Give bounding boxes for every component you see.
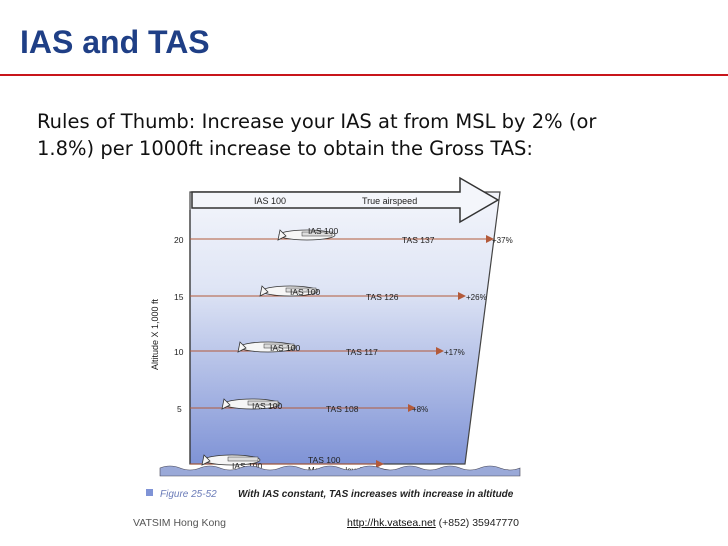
slide-title: IAS and TAS [20, 24, 210, 60]
arrowhead-5 [408, 404, 416, 412]
pct-label-10: +17% [444, 348, 465, 357]
sea-surface [159, 465, 521, 477]
true-airspeed-arrow [191, 176, 500, 224]
altitude-tick-15: 15 [174, 292, 184, 302]
airplane-icon [277, 229, 336, 241]
ias-label-20: IAS 100 [308, 226, 339, 236]
altitude-tick-5: 5 [177, 404, 182, 414]
header-tas-label: True airspeed [362, 196, 417, 206]
footer-phone: (+852) 35947770 [435, 517, 519, 529]
altitude-diagram: IAS 100 True airspeed Altitude X 1,000 f… [146, 176, 521, 500]
ias-label-10: IAS 100 [270, 343, 301, 353]
title-divider [0, 74, 728, 76]
pct-label-20: +37% [492, 236, 513, 245]
ias-tas-figure: IAS 100 True airspeed Altitude X 1,000 f… [140, 170, 560, 510]
altitude-tick-20: 20 [174, 235, 184, 245]
header-ias-label: IAS 100 [254, 196, 286, 206]
footer-contact: http://hk.vatsea.net (+852) 35947770 [347, 517, 519, 529]
footer-website-link[interactable]: http://hk.vatsea.net [347, 517, 436, 529]
caption-text: With IAS constant, TAS increases with in… [238, 489, 514, 500]
ias-label-15: IAS 100 [290, 287, 321, 297]
ias-label-5: IAS 100 [252, 401, 283, 411]
altitude-tick-10: 10 [174, 347, 184, 357]
tas-label-10: TAS 117 [346, 347, 378, 357]
airplane-icon [201, 454, 261, 466]
arrowhead-20 [486, 235, 494, 243]
caption-figure-number: Figure 25-52 [160, 489, 217, 500]
rule-of-thumb-text: Rules of Thumb: Increase your IAS at fro… [37, 110, 597, 160]
tas-label-5: TAS 108 [326, 404, 359, 414]
airplane-icon [259, 285, 319, 297]
caption-marker [146, 489, 153, 496]
tas-label-15: TAS 126 [366, 292, 399, 302]
tas-label-msl: TAS 100 [308, 455, 341, 465]
airplane-icon [237, 341, 297, 353]
tas-label-20: TAS 137 [402, 235, 435, 245]
footer-organization: VATSIM Hong Kong [133, 517, 226, 529]
pct-label-5: +8% [412, 405, 428, 414]
arrowhead-msl [376, 460, 384, 468]
sky-region [189, 191, 501, 465]
airplane-icon [221, 398, 281, 410]
pct-label-15: +26% [466, 293, 487, 302]
arrowhead-10 [436, 347, 444, 355]
arrowhead-15 [458, 292, 466, 300]
y-axis-label: Altitude X 1,000 ft [150, 298, 160, 370]
